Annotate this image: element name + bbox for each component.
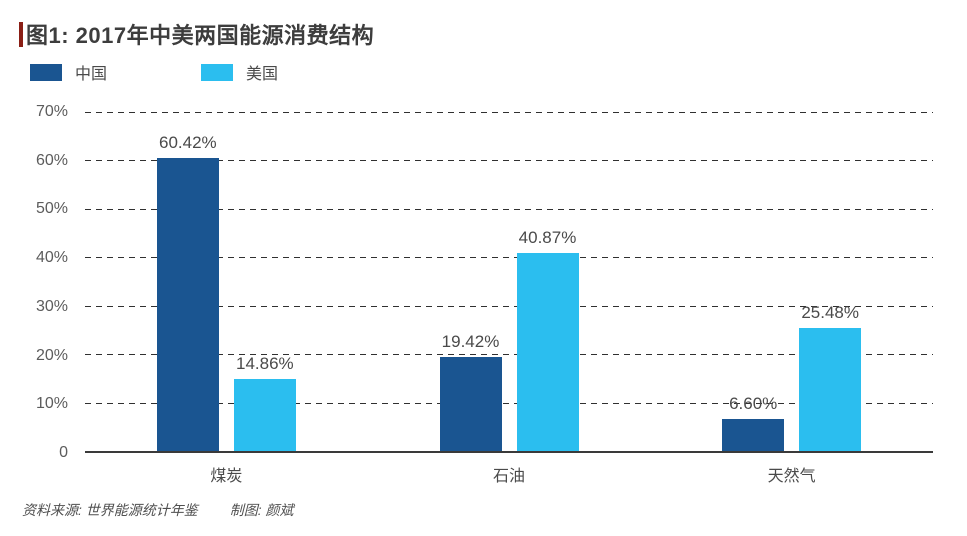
chart-title: 图1: 2017年中美两国能源消费结构 [26, 23, 375, 48]
bar-value-label: 40.87% [518, 228, 577, 248]
title-accent-bar [19, 21, 23, 47]
source-note: 资料来源: 世界能源统计年鉴 [22, 502, 198, 518]
y-tick-label: 60% [35, 151, 68, 169]
bar-value-label: 6.60% [729, 394, 778, 414]
y-tick-label: 40% [35, 249, 68, 267]
bar-美国-煤炭: 14.86% [233, 354, 296, 451]
bar-value-label: 14.86% [235, 354, 294, 374]
legend-swatch [30, 63, 62, 81]
bar-中国-天然气: 6.60% [722, 394, 785, 451]
gridline [85, 112, 933, 113]
y-tick-label: 30% [35, 297, 68, 315]
gridline [85, 160, 933, 162]
legend-item-1: 中国 [30, 60, 107, 84]
bar-美国-天然气: 25.48% [799, 303, 862, 451]
legend-swatch [201, 63, 234, 81]
legend-item-2: 美国 [201, 60, 278, 84]
gridline [85, 402, 933, 404]
bar-group-2: 19.42% 40.87% 石油 [368, 112, 651, 485]
gridline [85, 257, 933, 259]
category-label: 石油 [493, 468, 526, 485]
bar-group-1: 60.42% 14.86% 煤炭 [85, 112, 368, 485]
category-label: 天然气 [767, 468, 816, 485]
legend-label: 中国 [75, 66, 108, 83]
footer: 资料来源: 世界能源统计年鉴 制图: 颜斌 [22, 500, 294, 520]
bar-value-label: 19.42% [441, 331, 500, 351]
legend: 中国 美国 [30, 60, 278, 84]
y-tick-label: 10% [35, 395, 68, 413]
bar-value-label: 60.42% [158, 133, 217, 153]
gridline [85, 354, 933, 356]
y-tick-label: 70% [35, 103, 68, 120]
bar-美国-石油: 40.87% [516, 228, 579, 451]
bar-group-3: 6.60% 25.48% 天然气 [650, 112, 933, 485]
plot-area: 60.42% 14.86% 煤炭 19.42% 40.87% 石油 6.60% 25.48% 天… [85, 112, 933, 485]
gridline [85, 208, 933, 210]
bar-value-label: 25.48% [801, 302, 860, 322]
category-label: 煤炭 [210, 468, 243, 485]
legend-label: 美国 [246, 66, 279, 83]
bar-中国-煤炭: 60.42% [156, 133, 219, 451]
y-axis: 70% 60% 50% 40% 30% 20% 10% 0 [0, 103, 70, 461]
credit-note: 制图: 颜斌 [229, 502, 294, 518]
y-tick-label: 0 [59, 444, 68, 461]
y-tick-label: 50% [35, 200, 68, 218]
title-row: 图1: 2017年中美两国能源消费结构 [19, 18, 374, 50]
y-tick-label: 20% [35, 346, 68, 364]
bar-中国-石油: 19.42% [439, 332, 502, 451]
gridline [85, 305, 933, 307]
